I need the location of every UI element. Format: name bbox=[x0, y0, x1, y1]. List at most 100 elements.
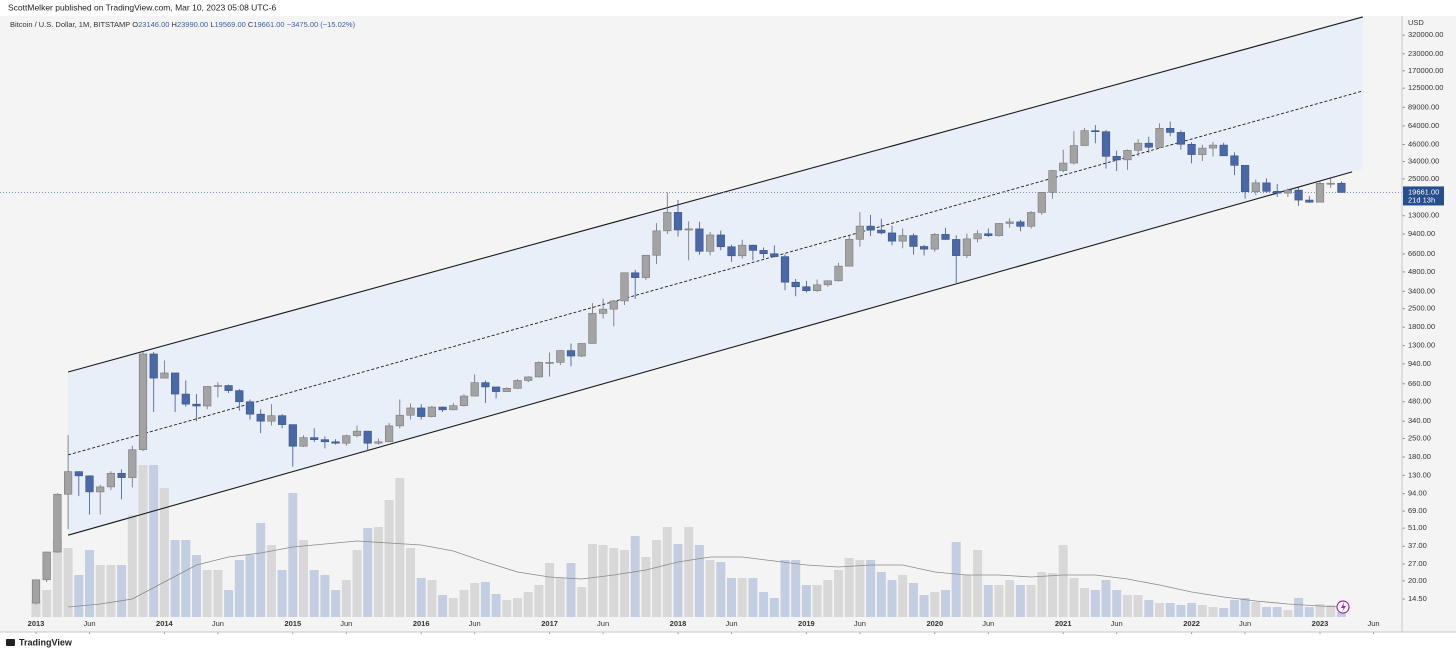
candle-body bbox=[898, 235, 907, 242]
volume-bar bbox=[1229, 600, 1239, 617]
x-tick-label: Jun bbox=[854, 619, 866, 628]
candle-body bbox=[406, 407, 415, 416]
candle-body bbox=[524, 376, 533, 381]
volume-bar bbox=[1112, 590, 1122, 617]
volume-bar bbox=[299, 540, 308, 617]
candle-body bbox=[213, 385, 223, 387]
x-tick-label: 2015 bbox=[284, 619, 301, 628]
volume-bar bbox=[962, 575, 972, 617]
candle-body bbox=[534, 362, 543, 378]
volume-bar bbox=[31, 600, 41, 617]
volume-bar bbox=[288, 493, 298, 617]
volume-bar bbox=[1294, 598, 1304, 617]
y-tick-label: 320000.00 bbox=[1408, 30, 1443, 39]
last-price-label: 19661.00 bbox=[1408, 187, 1439, 196]
volume-bar bbox=[812, 585, 822, 617]
volume-bar bbox=[876, 572, 886, 617]
candle-body bbox=[909, 235, 918, 247]
legend: Bitcoin / U.S. Dollar, 1M, BITSTAMP O231… bbox=[10, 20, 356, 29]
candle-body bbox=[620, 272, 629, 302]
candle-body bbox=[138, 353, 148, 451]
candle-body bbox=[652, 230, 661, 256]
candle-body bbox=[1166, 128, 1175, 133]
volume-bar bbox=[716, 562, 726, 617]
volume-bar bbox=[577, 587, 587, 617]
volume-bar bbox=[95, 565, 105, 617]
volume-bar bbox=[908, 583, 918, 617]
candle-body bbox=[1230, 155, 1239, 166]
channel-band bbox=[68, 16, 1363, 536]
volume-bar bbox=[395, 478, 405, 617]
candle-body bbox=[320, 439, 330, 443]
candle-body bbox=[481, 382, 490, 388]
candle-body bbox=[128, 449, 137, 478]
candle-body bbox=[823, 280, 832, 286]
x-tick-label: Jun bbox=[1239, 619, 1251, 628]
footer: TradingView bbox=[19, 637, 73, 647]
y-tick-label: 89000.00 bbox=[1408, 102, 1439, 111]
channel-middle bbox=[67, 90, 1363, 456]
y-tick-label: 230000.00 bbox=[1408, 49, 1443, 58]
candle-body bbox=[684, 228, 693, 231]
volume-bar bbox=[1240, 598, 1250, 617]
candle-body bbox=[609, 300, 618, 310]
candle-body bbox=[427, 406, 437, 417]
volume-bar bbox=[834, 570, 843, 617]
volume-bar bbox=[384, 500, 394, 617]
legend-value: 19661.00 bbox=[253, 20, 284, 29]
volume-bar bbox=[234, 560, 244, 617]
volume-bar bbox=[727, 578, 736, 617]
candle-body bbox=[1080, 130, 1089, 146]
volume-bar bbox=[438, 595, 448, 617]
volume-bar bbox=[941, 590, 950, 617]
candle-body bbox=[780, 256, 790, 283]
candle-body bbox=[1187, 143, 1196, 155]
currency: USD bbox=[1408, 18, 1424, 27]
volume-bar bbox=[555, 578, 565, 617]
alert-icon[interactable] bbox=[1336, 600, 1350, 614]
candle-body bbox=[930, 234, 939, 250]
volume-bar bbox=[427, 580, 437, 617]
volume-bar bbox=[566, 563, 576, 617]
candle-body bbox=[855, 225, 864, 240]
volume-bar bbox=[994, 585, 1004, 617]
volume-bar bbox=[705, 560, 715, 617]
candle-body bbox=[1251, 182, 1260, 192]
y-tick-label: 940.00 bbox=[1408, 359, 1431, 368]
candle-body bbox=[812, 284, 822, 292]
volume-bar bbox=[491, 594, 501, 617]
candle-body bbox=[759, 250, 768, 255]
y-tick-label: 25000.00 bbox=[1408, 174, 1439, 183]
candle-body bbox=[695, 228, 704, 252]
candle-body bbox=[631, 272, 640, 278]
volume-bar bbox=[1251, 602, 1261, 617]
volume-bar bbox=[1165, 603, 1175, 617]
candle-body bbox=[1037, 192, 1046, 213]
volume-bar bbox=[855, 560, 865, 617]
volume-bar bbox=[673, 544, 683, 617]
last-price-box bbox=[1403, 186, 1444, 206]
x-tick-label: Jun bbox=[1111, 619, 1123, 628]
candle-body bbox=[74, 471, 83, 477]
volume-bar bbox=[373, 527, 383, 617]
volume-bar bbox=[1101, 580, 1111, 617]
volume-bar bbox=[694, 545, 704, 617]
candle-body bbox=[919, 246, 929, 250]
x-tick-label: Jun bbox=[1367, 619, 1379, 628]
candle-body bbox=[802, 286, 811, 292]
x-tick-label: 2018 bbox=[670, 619, 687, 628]
volume-bar bbox=[266, 545, 276, 617]
volume-bar bbox=[662, 527, 672, 617]
volume-bar bbox=[1069, 578, 1079, 617]
volume-bar bbox=[331, 590, 341, 617]
candle-body bbox=[96, 486, 105, 493]
candle-body bbox=[994, 223, 1004, 236]
volume-bar bbox=[192, 555, 201, 617]
volume-bar bbox=[63, 548, 73, 617]
candle-body bbox=[834, 265, 843, 282]
y-tick-label: 1300.00 bbox=[1408, 341, 1435, 350]
volume-bar bbox=[416, 578, 426, 617]
y-tick-label: 14.50 bbox=[1408, 594, 1427, 603]
volume-bar bbox=[791, 560, 801, 617]
